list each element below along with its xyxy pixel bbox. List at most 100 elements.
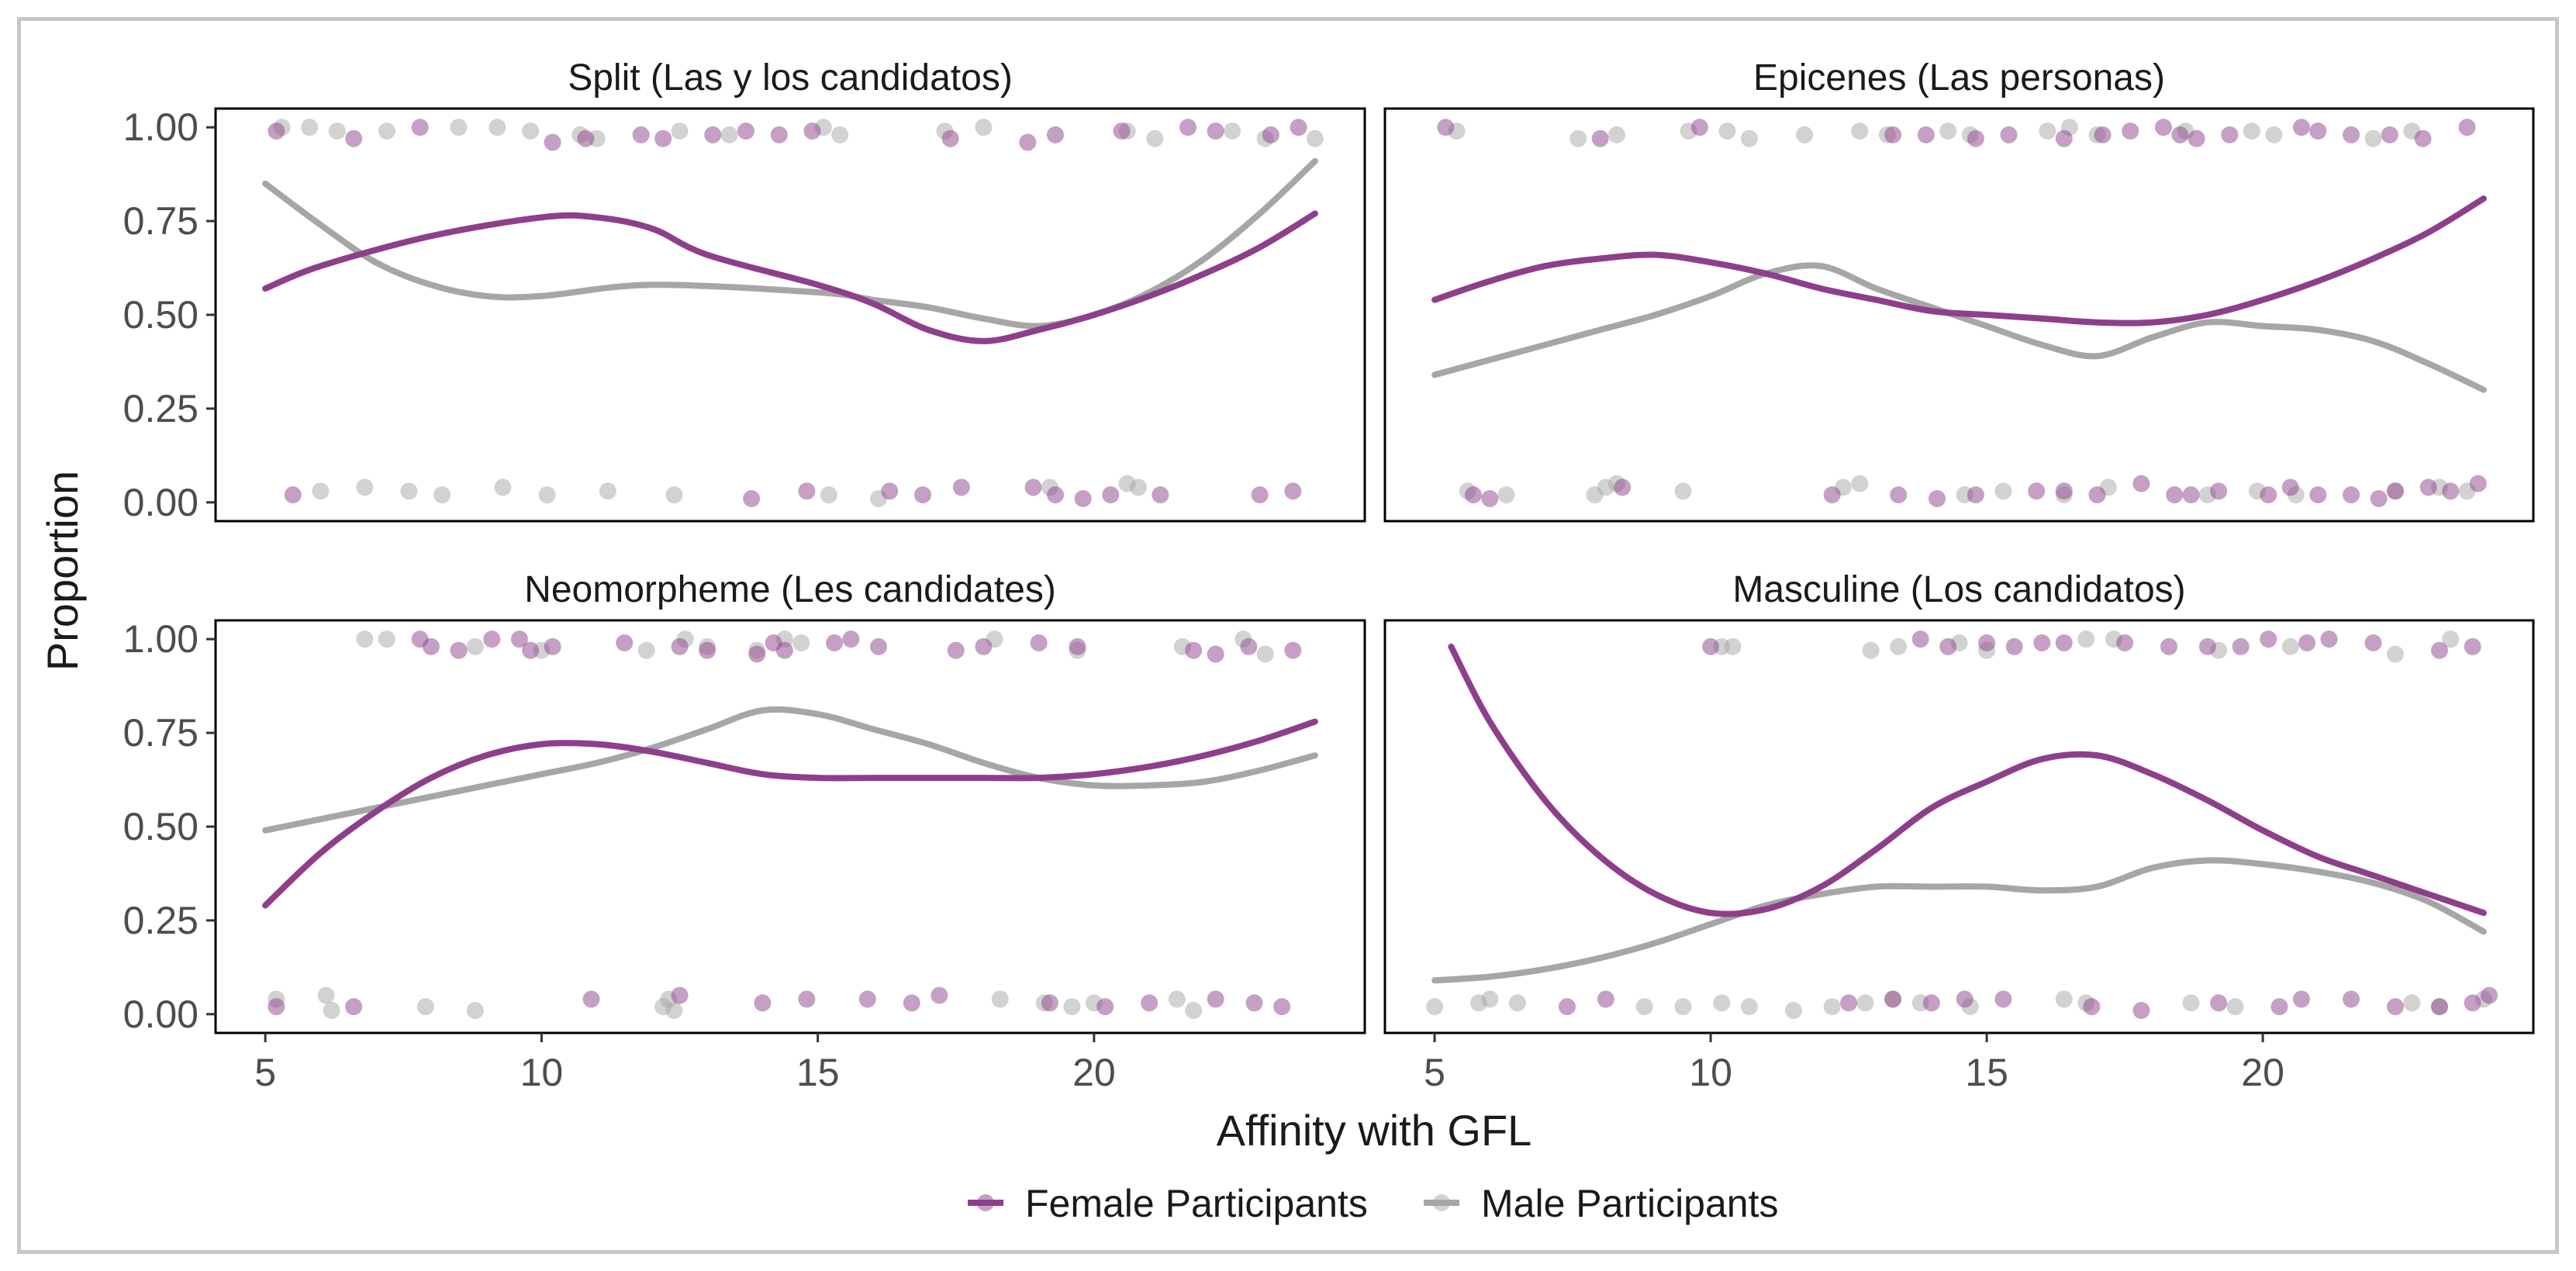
male-point [975, 119, 993, 136]
female-point [2132, 1001, 2150, 1019]
y-tick-label: 0.00 [123, 481, 199, 524]
panel-3: Neomorpheme (Les candidates) 0.00 0.25 0.50… [123, 569, 1366, 1094]
female-point [2481, 986, 2498, 1004]
female-smooth-line [1448, 643, 2487, 917]
female-point [1102, 486, 1120, 504]
female-point [1179, 119, 1196, 136]
male-point [820, 486, 837, 504]
male-point [400, 482, 418, 500]
male-point [2403, 994, 2421, 1012]
male-point [792, 634, 810, 652]
female-point [671, 986, 689, 1004]
female-point [2122, 123, 2139, 140]
male-point [356, 630, 374, 648]
female-point [2132, 475, 2150, 492]
female-point [671, 637, 689, 655]
panel-2: Epicenes (Las personas) [1383, 57, 2535, 523]
female-point [2171, 126, 2189, 143]
female-point [1207, 645, 1224, 663]
y-tick-label: 0.50 [123, 805, 199, 848]
female-point [522, 641, 540, 659]
female-point [2055, 634, 2073, 652]
x-tick-label: 5 [1424, 1051, 1445, 1094]
male-point [1185, 1001, 1203, 1019]
female-point [975, 637, 993, 655]
x-tick-label: 15 [796, 1051, 840, 1094]
panel-title: Masculine (Los candidatos) [1732, 569, 2185, 610]
x-axis-title: Affinity with GFL [1217, 1106, 1532, 1155]
female-point [483, 630, 501, 648]
legend-female-point [977, 1194, 994, 1211]
female-point [2055, 482, 2073, 500]
female-point [544, 637, 561, 655]
male-point [665, 486, 683, 504]
female-point [1597, 990, 1614, 1008]
panel-border [1383, 107, 2535, 523]
female-point [803, 123, 821, 140]
female-point [2464, 637, 2481, 655]
panel-4: Masculine (Los candidatos) 5 10 15 20 [1383, 569, 2535, 1094]
y-tick-label: 0.25 [123, 899, 199, 942]
female-point [1922, 994, 1940, 1012]
female-point [1481, 489, 1499, 507]
male-smooth-line [1431, 857, 2487, 984]
female-point [941, 130, 959, 147]
male-point [1823, 998, 1841, 1016]
male-point [466, 637, 484, 655]
female-point [2458, 119, 2476, 136]
female-point [450, 641, 468, 659]
male-point [489, 119, 506, 136]
male-point [1608, 126, 1626, 143]
female-point [2386, 998, 2404, 1016]
female-point [2000, 126, 2018, 143]
female-point [544, 133, 561, 151]
male-point [2265, 126, 2283, 143]
female-point [2414, 130, 2432, 147]
female-point [2260, 486, 2277, 504]
male-point [356, 478, 374, 496]
male-point [1674, 998, 1692, 1016]
male-point [1674, 482, 1692, 500]
male-point [1994, 482, 2012, 500]
male-point [1890, 637, 1908, 655]
female-point [870, 637, 887, 655]
female-point [1437, 119, 1455, 136]
male-point [1635, 998, 1653, 1016]
male-point [1497, 486, 1515, 504]
female-point [2292, 119, 2310, 136]
female-point [2116, 634, 2134, 652]
x-tick-label: 5 [254, 1051, 276, 1094]
female-point [1185, 641, 1203, 659]
y-tick-label: 0.75 [123, 199, 199, 243]
female-point [268, 123, 285, 140]
male-point [1063, 998, 1081, 1016]
male-point [1713, 994, 1731, 1012]
male-point [1426, 998, 1444, 1016]
male-point [328, 123, 346, 140]
female-point [2154, 119, 2172, 136]
male-point [494, 478, 512, 496]
female-point [2309, 486, 2327, 504]
male-smooth-line [262, 706, 1318, 834]
male-point [2226, 998, 2244, 1016]
female-point [2469, 475, 2487, 492]
female-point [1978, 634, 1996, 652]
female-point [616, 634, 634, 652]
panel-title: Neomorpheme (Les candidates) [524, 569, 1056, 610]
male-point [522, 123, 540, 140]
panel-title: Split (Las y los candidatos) [568, 57, 1013, 98]
female-point [1284, 641, 1302, 659]
female-point [1096, 998, 1114, 1016]
female-point [268, 998, 285, 1016]
male-point [1718, 123, 1736, 140]
legend-female-label: Female Participants [1025, 1182, 1368, 1225]
male-point [538, 486, 556, 504]
female-point [345, 130, 363, 147]
male-point [1724, 637, 1742, 655]
male-point [378, 630, 395, 648]
male-point [2039, 123, 2056, 140]
female-point [858, 990, 876, 1008]
female-point [2464, 994, 2481, 1012]
male-point [1939, 123, 1957, 140]
male-point [416, 998, 434, 1016]
